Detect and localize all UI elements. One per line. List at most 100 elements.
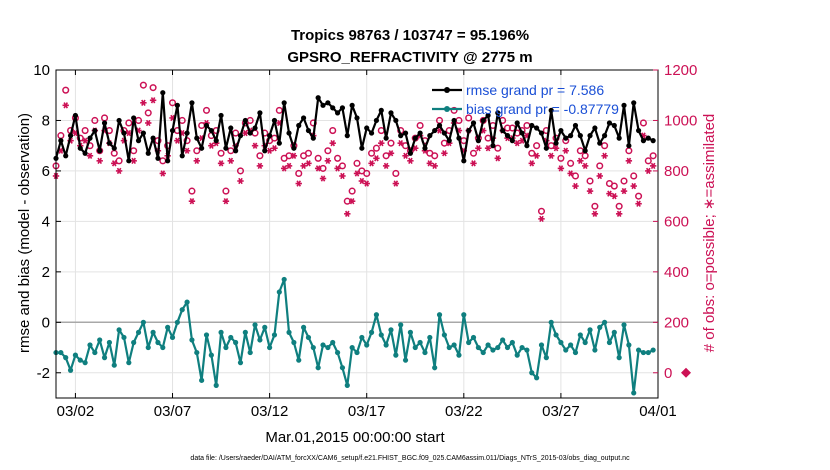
- bias-point: [150, 329, 156, 335]
- plot-frame: [55, 69, 659, 399]
- rmse-point: [169, 127, 176, 134]
- bias-point: [466, 339, 472, 346]
- y-right-tick-label: 200: [664, 314, 689, 331]
- y-left-tick-label: 10: [33, 62, 50, 79]
- y-left-tick-label: 8: [42, 112, 50, 129]
- rmse-point: [87, 135, 93, 141]
- bias-point: [126, 360, 132, 366]
- obs-possible-point: [115, 157, 123, 165]
- bias-point: [509, 339, 515, 346]
- bias-point: [553, 332, 559, 338]
- obs-assimilated-point: [431, 162, 438, 170]
- rmse-point: [334, 110, 341, 116]
- y-left-tick-label: 4: [42, 213, 50, 230]
- rmse-point: [601, 133, 608, 139]
- rmse-point: [402, 130, 409, 136]
- bias-point: [145, 344, 151, 351]
- rmse-point: [208, 127, 214, 134]
- obs-assimilated-point: [615, 210, 623, 217]
- legend-label-bias: bias grand pr = -0.87779: [466, 101, 619, 117]
- bias-point: [63, 355, 69, 361]
- rmse-point: [470, 120, 477, 126]
- rmse-point: [354, 115, 360, 121]
- bias-point: [233, 339, 239, 346]
- obs-assimilated-point: [402, 152, 409, 159]
- obs-assimilated-point: [140, 99, 147, 106]
- bias-point: [87, 342, 93, 348]
- bias-point: [257, 337, 263, 343]
- bias-point: [169, 334, 176, 341]
- bias-point: [500, 337, 506, 343]
- bias-point: [451, 342, 457, 348]
- legend-marker-bias: [444, 106, 450, 112]
- y-left-tick-label: 0: [42, 314, 50, 331]
- obs-assimilated-point: [334, 165, 341, 172]
- x-tick-label: 03/17: [348, 403, 386, 420]
- obs-assimilated-point: [635, 200, 642, 207]
- rmse-point: [631, 100, 637, 106]
- bias-point: [121, 334, 127, 341]
- bias-point: [184, 299, 190, 305]
- bias-point: [621, 322, 627, 328]
- bias-point: [446, 344, 452, 351]
- rmse-point: [650, 138, 656, 144]
- obs-assimilated-point: [392, 180, 400, 187]
- bias-line: [56, 278, 654, 395]
- rmse-series: [53, 90, 656, 164]
- bias-point: [534, 375, 540, 381]
- rmse-point: [121, 130, 127, 136]
- rmse-point: [548, 107, 554, 113]
- bias-point: [339, 365, 346, 371]
- obs-assimilated-point: [484, 145, 492, 152]
- rmse-point: [519, 130, 525, 136]
- rmse-point: [97, 148, 103, 154]
- y-axis-right-label: # of obs: o=possible; ∗=assimilated: [701, 114, 718, 353]
- obs-assimilated-point: [300, 162, 307, 170]
- bias-point: [58, 349, 64, 356]
- rmse-point: [155, 155, 161, 161]
- obs-assimilated-point: [552, 145, 560, 152]
- obs-possible-point: [639, 119, 647, 127]
- bias-point: [267, 344, 273, 351]
- bias-point: [417, 339, 423, 346]
- bias-point: [378, 332, 384, 338]
- bias-point: [582, 339, 588, 346]
- obs-possible-point: [494, 144, 502, 152]
- obs-assimilated-point: [130, 157, 137, 165]
- bias-point: [262, 324, 268, 330]
- chart-title: Tropics 98763 / 103747 = 95.196%: [291, 27, 529, 44]
- y-left-tick-label: -2: [37, 365, 50, 382]
- rmse-point: [368, 130, 375, 136]
- obs-assimilated-point: [353, 170, 361, 177]
- bias-point: [213, 382, 219, 388]
- rmse-point: [160, 90, 166, 96]
- rmse-point: [339, 105, 346, 111]
- rmse-point: [101, 120, 108, 126]
- rmse-point: [271, 117, 278, 124]
- rmse-point: [509, 138, 515, 144]
- rmse-point: [616, 135, 622, 141]
- rmse-point: [534, 125, 540, 131]
- rmse-point: [451, 117, 457, 124]
- rmse-point: [597, 140, 603, 146]
- x-tick-label: 04/01: [639, 403, 677, 420]
- obs-possible-point: [324, 147, 332, 155]
- rmse-point: [135, 138, 142, 144]
- bias-point: [548, 319, 554, 325]
- bias-point: [558, 339, 564, 346]
- bias-point: [436, 312, 443, 318]
- obs-assimilated-point: [581, 162, 589, 170]
- bias-point: [325, 344, 331, 351]
- rmse-point: [626, 143, 632, 149]
- bias-point: [611, 329, 617, 335]
- bias-point: [140, 319, 146, 325]
- obs-assimilated-point: [407, 157, 414, 165]
- rmse-point: [237, 133, 244, 139]
- obs-assimilated-point: [271, 145, 278, 152]
- rmse-point: [577, 133, 583, 139]
- obs-assimilated-point: [547, 152, 555, 159]
- obs-assimilated-point: [290, 152, 298, 159]
- y-axis-right: 0 200 400 600 800 1000 1200: [653, 62, 697, 382]
- rmse-point: [291, 145, 297, 151]
